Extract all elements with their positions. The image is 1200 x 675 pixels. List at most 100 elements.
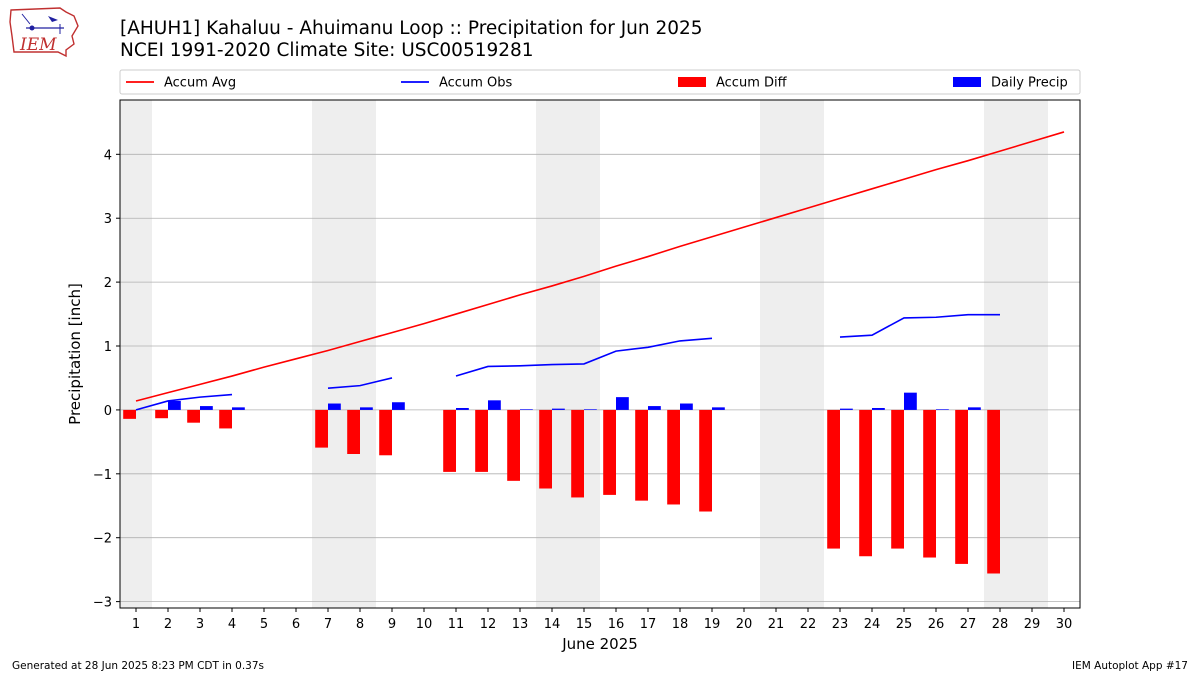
legend-label: Daily Precip: [991, 76, 1068, 91]
daily-precip-bar: [648, 406, 661, 410]
x-tick-label: 8: [356, 617, 364, 632]
daily-precip-bar: [232, 407, 245, 410]
x-tick-label: 11: [448, 617, 465, 632]
legend-label: Accum Diff: [716, 76, 788, 91]
x-tick-label: 19: [704, 617, 721, 632]
x-tick-label: 29: [1024, 617, 1041, 632]
daily-precip-bar: [840, 408, 853, 410]
daily-precip-bar: [712, 407, 725, 410]
bars: [123, 392, 1000, 574]
weekend-shade: [536, 100, 600, 608]
legend-accum-diff: Accum Diff: [678, 76, 788, 91]
y-tick-label: −2: [93, 532, 112, 547]
y-tick-label: 0: [104, 404, 112, 419]
accum-diff-bar: [155, 409, 168, 419]
accum-diff-bar: [571, 409, 584, 498]
legend-accum-avg: Accum Avg: [126, 76, 236, 91]
weekend-shade: [760, 100, 824, 608]
daily-precip-bar: [200, 406, 213, 410]
accum-obs-line: [327, 377, 393, 389]
accum-obs-line: [839, 313, 1000, 338]
accum-diff-bar: [987, 409, 1000, 574]
x-tick-label: 28: [992, 617, 1009, 632]
daily-precip-bar: [904, 392, 917, 410]
legend-accum-obs: Accum Obs: [401, 76, 512, 91]
x-tick-label: 17: [640, 617, 657, 632]
legend-label: Accum Obs: [439, 76, 512, 91]
x-tick-label: 1: [132, 617, 140, 632]
legend-bar-swatch: [678, 77, 706, 87]
accum-obs-line: [455, 337, 713, 377]
generated-timestamp: Generated at 28 Jun 2025 8:23 PM CDT in …: [12, 660, 265, 672]
x-tick-label: 10: [416, 617, 433, 632]
daily-precip-bar: [680, 403, 693, 410]
x-tick-label: 22: [800, 617, 817, 632]
title-line-2: NCEI 1991-2020 Climate Site: USC00519281: [120, 40, 534, 61]
x-tick-label: 3: [196, 617, 204, 632]
accum-diff-bar: [603, 409, 616, 495]
x-tick-label: 14: [544, 617, 561, 632]
x-tick-label: 12: [480, 617, 497, 632]
x-tick-label: 13: [512, 617, 529, 632]
y-axis-label: Precipitation [inch]: [66, 283, 84, 425]
weekend-shade: [984, 100, 1048, 608]
app-credit: IEM Autoplot App #17: [1072, 660, 1188, 672]
iem-logo: IEM: [9, 7, 79, 58]
accum-diff-bar: [219, 409, 232, 429]
legend-daily-precip: Daily Precip: [953, 76, 1068, 91]
logo-text: IEM: [19, 35, 57, 55]
daily-precip-bar: [968, 407, 981, 410]
x-tick-label: 30: [1056, 617, 1073, 632]
x-tick-label: 21: [768, 617, 785, 632]
daily-precip-bar: [936, 409, 949, 410]
daily-precip-bar: [552, 408, 565, 410]
daily-precip-bar: [616, 397, 629, 410]
title-line-1: [AHUH1] Kahaluu - Ahuimanu Loop :: Preci…: [120, 18, 703, 39]
x-tick-label: 5: [260, 617, 268, 632]
weekend-shade: [120, 100, 152, 608]
x-tick-label: 15: [576, 617, 593, 632]
accum-diff-bar: [923, 409, 936, 558]
accum-obs-line: [135, 393, 233, 411]
legend-bar-swatch: [953, 77, 981, 87]
x-tick-label: 23: [832, 617, 849, 632]
accum-diff-bar: [667, 409, 680, 505]
accum-diff-bar: [859, 409, 872, 557]
y-tick-label: −1: [93, 468, 112, 483]
accum-avg-line: [135, 131, 1065, 402]
accum-diff-bar: [635, 409, 648, 501]
y-tick-label: 4: [104, 148, 112, 163]
accum-diff-bar: [891, 409, 904, 549]
daily-precip-bar: [392, 402, 405, 410]
daily-precip-bar: [488, 400, 501, 410]
accum-diff-bar: [827, 409, 840, 549]
x-tick-label: 26: [928, 617, 945, 632]
legend-label: Accum Avg: [164, 76, 236, 91]
x-tick-label: 27: [960, 617, 977, 632]
daily-precip-bar: [168, 400, 181, 410]
y-tick-label: 2: [104, 276, 112, 291]
x-tick-label: 9: [388, 617, 396, 632]
accum-diff-bar: [347, 409, 360, 455]
plot-frame: [119, 99, 1081, 609]
x-tick-label: 7: [324, 617, 332, 632]
gridlines: [120, 153, 1080, 603]
y-tick-label: 3: [104, 212, 112, 227]
x-tick-label: 25: [896, 617, 913, 632]
x-axis-label: June 2025: [561, 635, 638, 653]
accum-diff-bar: [955, 409, 968, 564]
x-tick-label: 24: [864, 617, 881, 632]
accum-diff-bar: [539, 409, 552, 489]
x-tick-label: 2: [164, 617, 172, 632]
accum-diff-bar: [315, 409, 328, 448]
daily-precip-bar: [360, 407, 373, 410]
daily-precip-bar: [872, 407, 885, 410]
x-tick-label: 20: [736, 617, 753, 632]
lines: [135, 131, 1065, 411]
chart-title: [AHUH1] Kahaluu - Ahuimanu Loop :: Preci…: [120, 18, 703, 62]
daily-precip-bar: [456, 407, 469, 410]
accum-diff-bar: [187, 409, 200, 423]
daily-precip-bar: [584, 409, 597, 410]
daily-precip-bar: [328, 403, 341, 410]
